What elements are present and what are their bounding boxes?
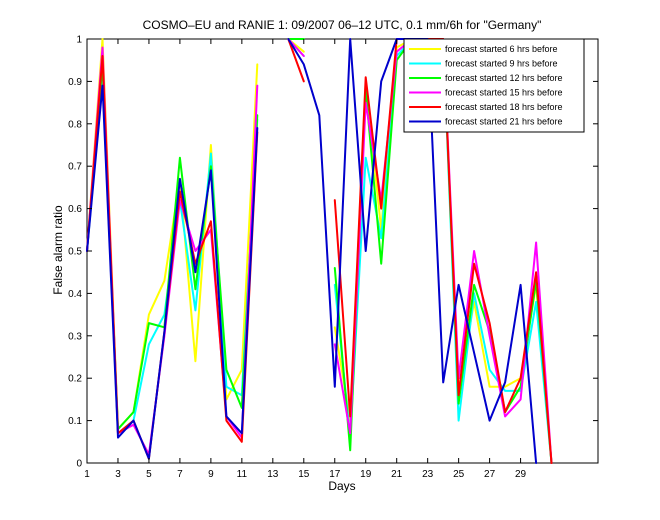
legend-label-2: forecast started 9 hrs before — [445, 59, 558, 69]
x-tick-label: 1 — [84, 469, 90, 480]
x-tick-label: 5 — [146, 469, 152, 480]
y-tick-label: 0.4 — [68, 289, 82, 300]
x-tick-label: 9 — [208, 469, 214, 480]
x-tick-label: 19 — [360, 469, 372, 480]
y-tick-label: 0.5 — [68, 247, 82, 258]
x-tick-label: 15 — [298, 469, 310, 480]
legend-label-5: forecast started 18 hrs before — [445, 102, 563, 112]
x-tick-label: 27 — [484, 469, 496, 480]
chart-title: COSMO–EU and RANIE 1: 09/2007 06–12 UTC,… — [143, 18, 542, 32]
x-axis-title: Days — [328, 479, 355, 493]
x-tick-label: 21 — [391, 469, 403, 480]
axes-layer: 1 3 5 7 9 11 13 15 17 19 21 23 25 27 2900.10.20.30.40.… — [68, 35, 598, 480]
x-tick-label: 17 — [329, 469, 341, 480]
y-axis-title: False alarm ratio — [51, 205, 65, 295]
legend: forecast started 6 hrs before forecast st… — [403, 38, 585, 133]
legend-label-4: forecast started 15 hrs before — [445, 88, 563, 98]
y-tick-label: 0 — [76, 459, 82, 470]
legend-box — [403, 38, 585, 133]
x-tick-label: 23 — [422, 469, 434, 480]
x-tick-label: 11 — [237, 469, 248, 480]
x-tick-label: 13 — [267, 469, 279, 480]
legend-label-1: forecast started 6 hrs before — [445, 44, 558, 54]
x-tick-label: 3 — [115, 469, 121, 480]
y-tick-label: 0.8 — [68, 119, 82, 130]
y-tick-label: 0.7 — [68, 162, 82, 173]
y-tick-label: 1 — [76, 35, 82, 46]
y-tick-label: 0.9 — [68, 77, 82, 88]
y-tick-label: 0.6 — [68, 204, 82, 215]
x-tick-label: 29 — [515, 469, 527, 480]
x-tick-label: 7 — [177, 469, 183, 480]
legend-label-3: forecast started 12 hrs before — [445, 73, 563, 83]
series-line-6-segment-1 — [86, 84, 259, 460]
legend-label-6: forecast started 21 hrs before — [445, 117, 563, 127]
y-tick-label: 0.3 — [68, 331, 82, 342]
x-tick-label: 25 — [453, 469, 465, 480]
series-line-5-segment-2 — [287, 38, 305, 83]
y-tick-label: 0.2 — [68, 374, 82, 385]
y-tick-label: 0.1 — [68, 416, 82, 427]
